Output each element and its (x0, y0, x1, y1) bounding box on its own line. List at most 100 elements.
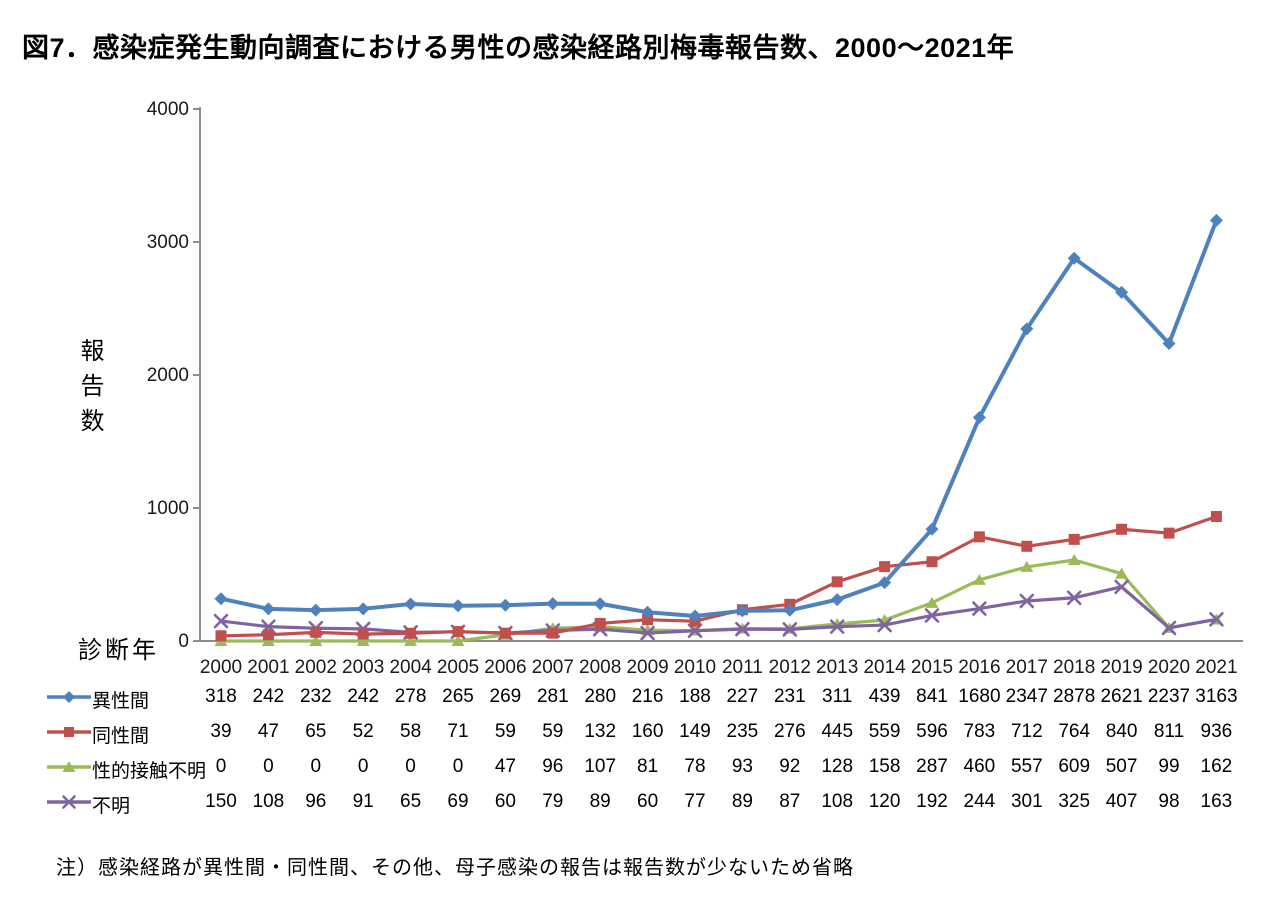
figure-title: 図7．感染症発生動向調査における男性の感染経路別梅毒報告数、2000～2021年 (22, 33, 1015, 63)
series-marker-1 (1116, 523, 1128, 535)
series-marker-0 (1209, 213, 1223, 227)
x-tick-label: 2018 (1053, 657, 1095, 678)
series-marker-2 (1067, 554, 1081, 566)
series-marker-0 (925, 522, 939, 536)
y-tick-label: 4000 (147, 99, 189, 120)
series-line-1 (219, 514, 1219, 638)
series-marker-0 (356, 602, 370, 616)
series-marker-2 (404, 635, 418, 646)
series-marker-1 (926, 556, 938, 568)
series-marker-0 (878, 576, 892, 590)
series-marker-0 (1020, 322, 1034, 336)
series-marker-1 (452, 626, 464, 638)
x-axis-title: 診断年 (78, 637, 159, 664)
x-tick-label: 2014 (863, 657, 906, 678)
series-marker-3 (1114, 579, 1129, 595)
series-marker-2 (925, 596, 939, 608)
x-tick-label: 2015 (911, 657, 953, 678)
x-tick-label: 2012 (769, 657, 811, 678)
series-marker-1 (262, 629, 274, 641)
x-tick-label: 2013 (816, 657, 858, 678)
x-tick-label: 2004 (389, 657, 432, 678)
series-marker-1 (831, 576, 843, 588)
series-marker-2 (972, 573, 986, 585)
series-marker-0 (546, 597, 560, 611)
x-tick-label: 2009 (626, 657, 668, 678)
series-line-3 (219, 585, 1219, 635)
y-tick-label: 0 (178, 631, 189, 652)
series-marker-1 (1210, 511, 1222, 523)
series-marker-0 (498, 598, 512, 612)
series-marker-0 (830, 593, 844, 607)
series-marker-2 (1020, 560, 1034, 572)
series-marker-0 (309, 603, 323, 617)
x-tick-label: 2017 (1006, 657, 1048, 678)
series-marker-3 (877, 617, 892, 633)
series-marker-0 (404, 597, 418, 611)
series-marker-3 (829, 619, 845, 634)
series-marker-1 (1068, 533, 1080, 545)
series-marker-2 (451, 635, 465, 646)
series-marker-0 (735, 604, 749, 618)
series-line-0 (219, 218, 1219, 618)
x-tick-label: 2016 (958, 657, 1000, 678)
series-marker-0 (451, 599, 465, 613)
series-marker-0 (972, 411, 986, 425)
x-tick-label: 2005 (437, 657, 479, 678)
series-marker-2 (1115, 567, 1129, 579)
x-tick-label: 2000 (200, 657, 242, 678)
x-tick-label: 2019 (1100, 657, 1142, 678)
series-marker-1 (499, 627, 511, 639)
footnote: 注）感染経路が異性間・同性間、その他、母子感染の報告は報告数が少ないため省略 (56, 857, 854, 879)
series-marker-3 (1019, 593, 1035, 609)
series-marker-0 (641, 605, 655, 619)
x-tick-label: 2010 (674, 657, 716, 678)
series-marker-3 (972, 601, 987, 616)
series-marker-0 (1115, 285, 1129, 299)
x-tick-label: 2006 (484, 657, 526, 678)
y-tick-label: 2000 (147, 365, 189, 386)
series-marker-0 (688, 609, 702, 623)
series-marker-1 (357, 628, 369, 640)
x-tick-label: 2020 (1148, 657, 1190, 678)
series-marker-3 (735, 621, 750, 637)
series-marker-1 (310, 626, 322, 638)
series-marker-1 (1163, 527, 1175, 539)
series-marker-1 (642, 614, 654, 626)
series-marker-3 (782, 622, 798, 637)
series-marker-0 (783, 603, 797, 617)
series-marker-1 (1021, 540, 1033, 552)
series-marker-0 (593, 597, 607, 611)
x-tick-label: 2001 (247, 657, 289, 678)
series-marker-0 (1067, 251, 1081, 265)
y-tick-label: 3000 (147, 232, 189, 253)
series-marker-3 (1066, 590, 1082, 606)
series-marker-1 (547, 627, 559, 639)
series-marker-1 (879, 561, 891, 573)
series-marker-3 (924, 608, 940, 623)
series-marker-1 (405, 627, 417, 639)
x-tick-label: 2007 (532, 657, 574, 678)
series-marker-1 (215, 630, 227, 642)
y-tick-label: 1000 (147, 498, 189, 519)
series-marker-1 (973, 531, 985, 543)
series-marker-2 (309, 635, 323, 646)
series-marker-0 (261, 602, 275, 616)
x-tick-label: 2002 (295, 657, 337, 678)
x-tick-label: 2011 (722, 657, 763, 678)
y-axis-title: 報告数 (76, 338, 103, 443)
series-marker-3 (1161, 620, 1177, 636)
series-marker-3 (640, 625, 655, 641)
series-marker-3 (1209, 612, 1224, 627)
series-marker-0 (1162, 336, 1176, 350)
series-marker-3 (687, 623, 703, 639)
series-marker-0 (214, 592, 228, 606)
x-tick-label: 2008 (579, 657, 621, 678)
x-tick-label: 2003 (342, 657, 384, 678)
series-marker-1 (594, 617, 606, 629)
series-marker-3 (213, 613, 229, 629)
x-tick-label: 2021 (1195, 657, 1237, 678)
series-marker-2 (356, 635, 370, 646)
